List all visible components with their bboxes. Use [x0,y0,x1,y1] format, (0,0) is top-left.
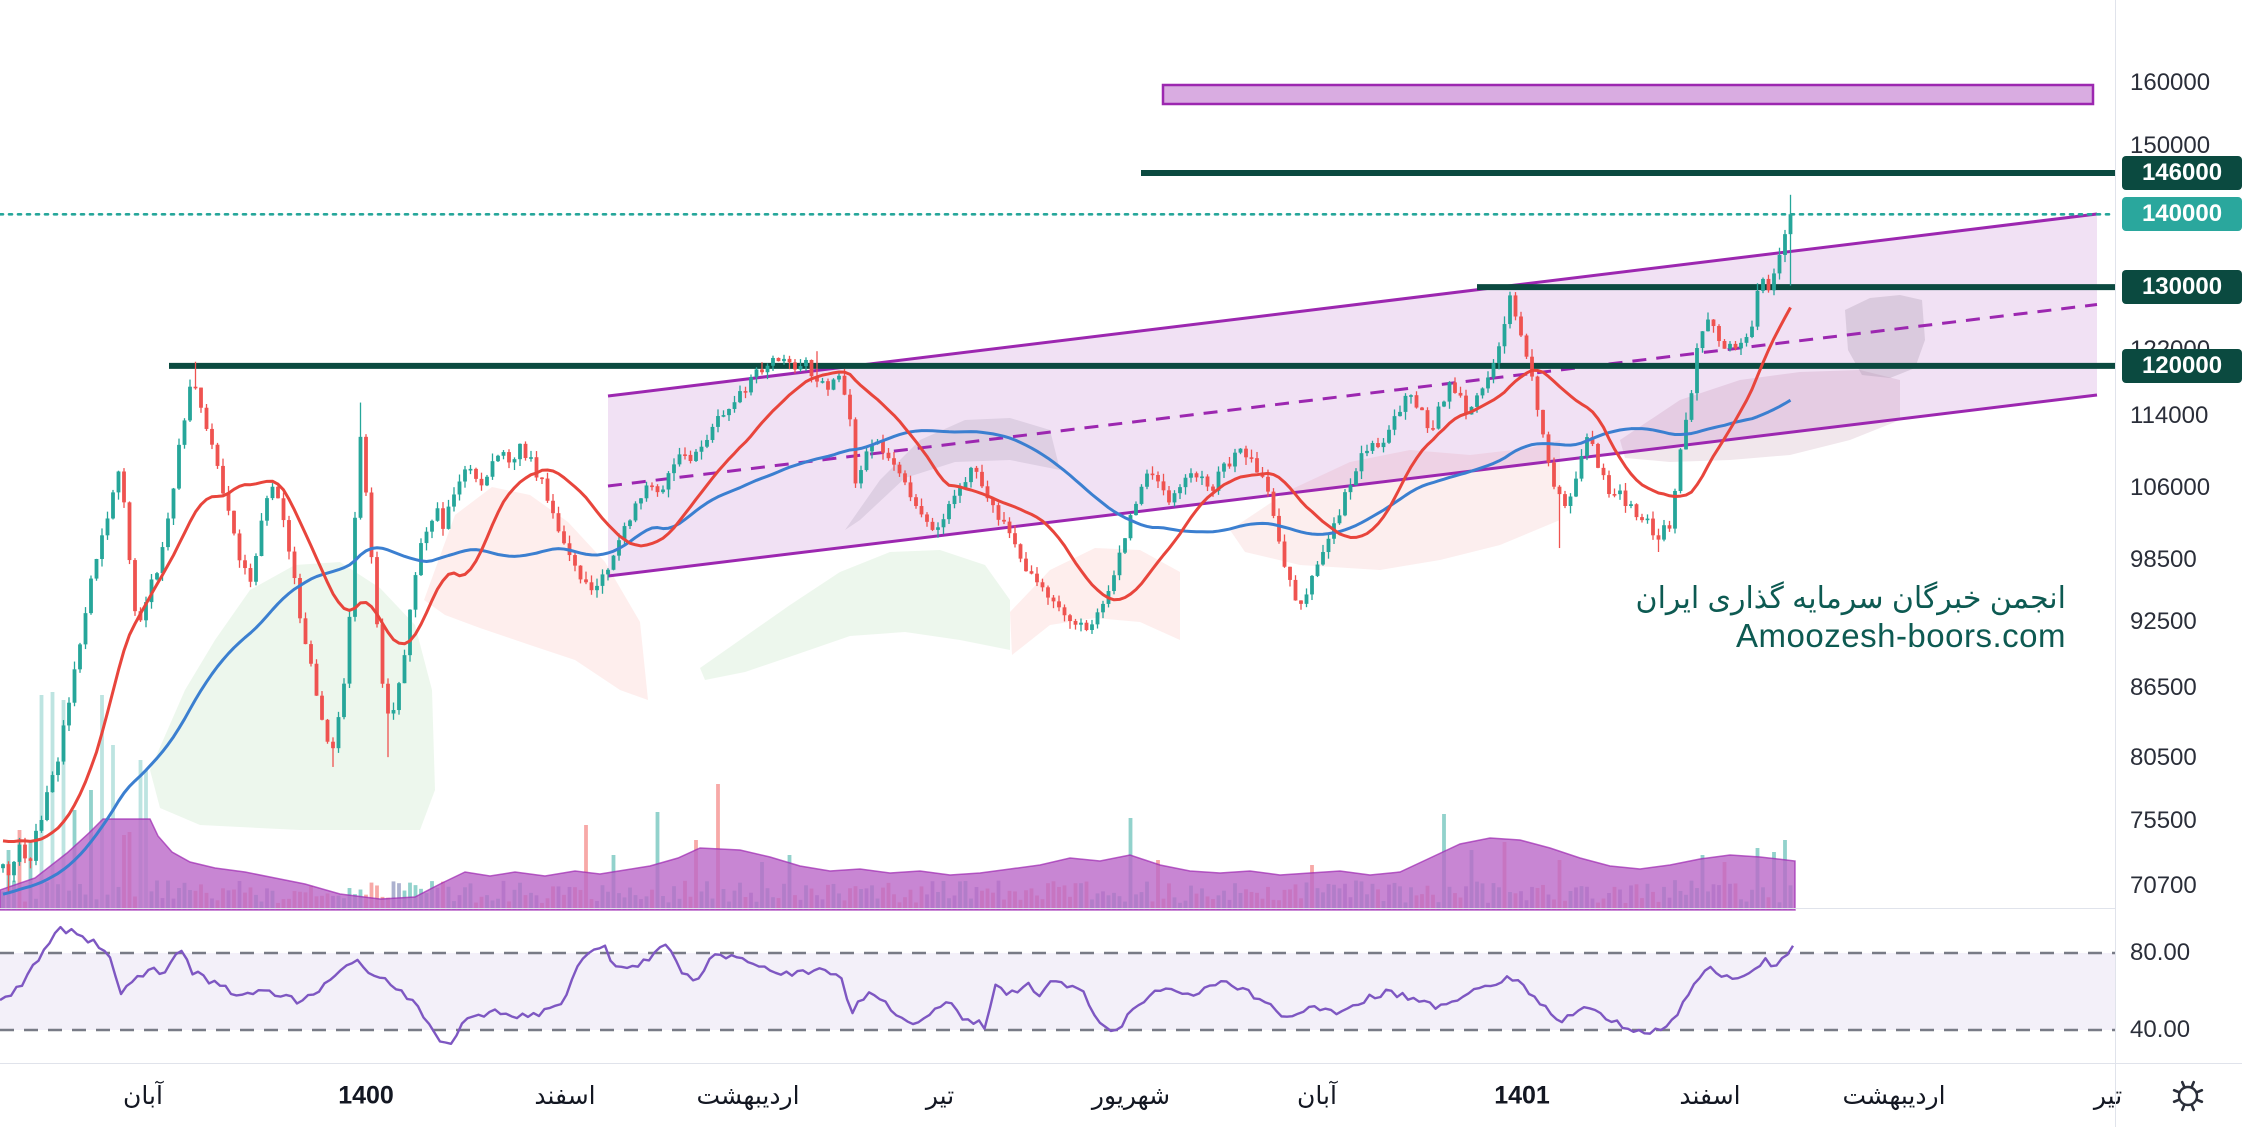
price-level-badge: 146000 [2122,156,2242,190]
y-axis-tick: 70700 [2130,871,2197,899]
time-axis[interactable]: آبان 1400 اسفند اردیبهشت تیر شهریور آبان 1401 اس… [0,1064,2242,1127]
current-price-badge: 140000 [2122,197,2242,232]
x-axis-tick: 1401 [1494,1081,1550,1109]
y-axis-tick: 75500 [2130,807,2197,835]
ichimoku-cloud [1845,295,1925,378]
plot-area[interactable] [0,83,2115,1046]
resistance-zone-rect[interactable] [1161,83,2095,106]
panel-separator-rsi-timeaxis [0,1063,2242,1064]
volume-ma-area [0,818,1796,911]
rsi-band [0,953,2115,1030]
price-level-badge: 120000 [2122,348,2242,383]
x-axis-tick: اسفند [534,1081,596,1110]
gear-icon [2172,1080,2204,1112]
axis-corner-divider [2115,1064,2116,1127]
x-axis-tick: اردیبهشت [1842,1081,1946,1110]
y-axis-tick: 92500 [2130,607,2197,635]
ichimoku-cloud [150,562,435,830]
y-axis-tick: 160000 [2130,68,2211,96]
x-axis-tick: تیر [925,1081,955,1110]
x-axis-tick: اردیبهشت [696,1081,800,1110]
ichimoku-cloud [424,487,648,700]
x-axis-tick: 1400 [338,1081,394,1109]
candlesticks [1,194,1793,892]
price-axis[interactable]: 1600001500001220001140001060009850092500… [2115,0,2242,1063]
watermark-line-url: Amoozesh-boors.com [1736,616,2066,654]
axis-settings-button[interactable] [2166,1074,2210,1118]
y-axis-tick: 106000 [2130,473,2211,501]
rsi-axis-tick: 80.00 [2130,939,2191,966]
y-axis-tick: 150000 [2130,132,2211,160]
panel-separator-price-rsi[interactable] [0,908,2242,909]
ma-fast-line[interactable] [2,306,1792,844]
y-axis-tick: 114000 [2130,402,2209,430]
price-level-badge: 130000 [2122,270,2242,305]
y-axis-tick: 80500 [2130,744,2197,772]
trend-channel-lower-line[interactable] [607,393,2098,578]
x-axis-tick: شهریور [1091,1081,1171,1110]
ma-slow-line[interactable] [2,398,1792,896]
watermark-line-persian: انجمن خبرگان سرمایه گذاری ایران [1635,582,2066,615]
ichimoku-cloud [1010,548,1180,655]
ichimoku-cloud [700,550,1010,680]
ichimoku-cloud [845,418,1060,530]
watermark: انجمن خبرگان سرمایه گذاری ایران Amoozesh… [1636,582,2066,654]
x-axis-tick: آبان [123,1081,163,1110]
rsi-axis-tick: 40.00 [2130,1016,2191,1043]
rsi-line[interactable] [0,925,1795,1046]
x-axis-tick: اسفند [1679,1081,1741,1110]
ichimoku-cloud [1230,440,1560,570]
x-axis-tick: تیر [2093,1081,2123,1110]
x-axis-tick: آبان [1297,1081,1337,1110]
y-axis-tick: 86500 [2130,673,2197,701]
y-axis-tick: 98500 [2130,545,2197,573]
